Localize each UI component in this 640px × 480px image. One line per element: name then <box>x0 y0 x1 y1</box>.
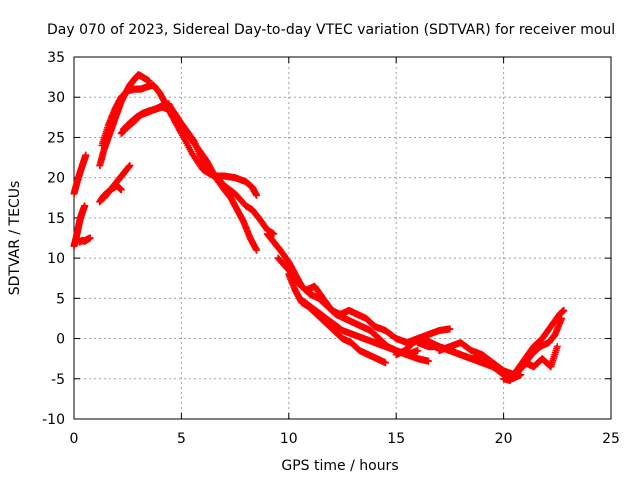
x-axis-label: GPS time / hours <box>281 458 398 474</box>
data-point <box>414 347 422 355</box>
series-track-k <box>274 254 454 347</box>
y-tick-label: 15 <box>47 211 65 227</box>
series-track-i <box>119 103 261 254</box>
series-track-r <box>510 314 566 379</box>
data-point <box>553 343 561 351</box>
data-point <box>424 357 432 365</box>
data-point <box>82 151 90 159</box>
series-track-a <box>70 151 90 198</box>
y-tick-label: -5 <box>51 372 65 388</box>
series-track-b <box>70 202 89 250</box>
series-track-e <box>100 182 125 202</box>
series-track-q <box>500 306 568 384</box>
y-tick-label: 0 <box>56 332 65 348</box>
data-point <box>253 191 261 199</box>
axis-ticks: 0 5 10 15 20 25 -10 -5 0 5 10 15 20 25 30 35 <box>42 50 620 447</box>
x-tick-label: 25 <box>602 431 620 447</box>
x-tick-label: 0 <box>70 431 79 447</box>
series-track-g <box>98 81 261 199</box>
y-tick-label: -10 <box>42 412 65 428</box>
y-tick-label: 25 <box>47 130 65 146</box>
series-track-h <box>117 100 278 238</box>
chart-title: Day 070 of 2023, Sidereal Day-to-day VTE… <box>47 22 615 38</box>
data-point <box>560 306 568 314</box>
data-point <box>558 314 566 322</box>
grid-lines <box>74 57 611 419</box>
series-track-s <box>521 343 561 371</box>
data-point <box>270 230 278 238</box>
data-point <box>117 186 125 194</box>
data-point <box>126 162 134 170</box>
x-tick-label: 5 <box>177 431 186 447</box>
y-tick-label: 20 <box>47 171 65 187</box>
series-track-c <box>75 234 94 246</box>
y-axis-label: SDTVAR / TECUs <box>7 181 23 296</box>
data-points <box>70 71 568 384</box>
y-tick-label: 30 <box>47 90 65 106</box>
data-point <box>81 202 89 210</box>
data-point <box>446 325 454 333</box>
x-tick-label: 15 <box>387 431 405 447</box>
y-tick-label: 5 <box>56 291 65 307</box>
data-point <box>86 234 94 242</box>
data-point <box>381 359 389 367</box>
data-point <box>253 246 261 254</box>
y-tick-label: 35 <box>47 50 65 66</box>
x-tick-label: 20 <box>495 431 513 447</box>
x-tick-label: 10 <box>280 431 298 447</box>
y-tick-label: 10 <box>47 251 65 267</box>
